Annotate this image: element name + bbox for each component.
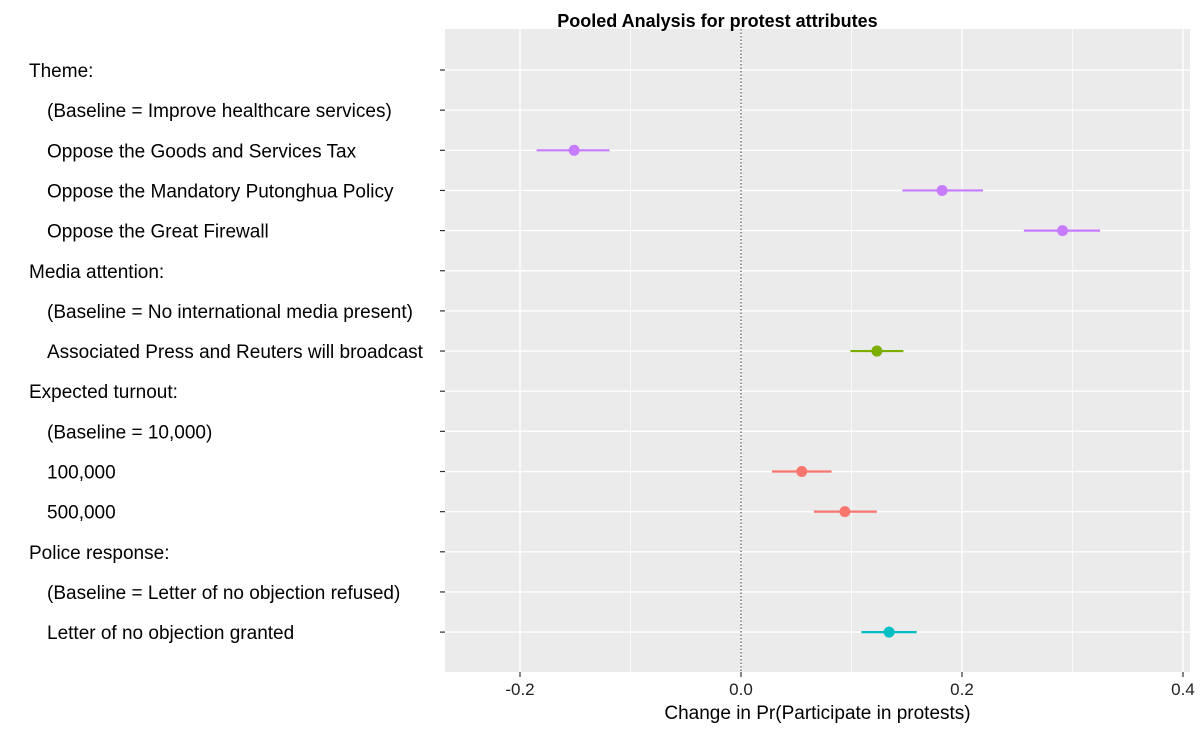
row-header-label: Theme: bbox=[29, 61, 93, 82]
row-label: Oppose the Goods and Services Tax bbox=[47, 141, 357, 162]
x-tick-label: 0.0 bbox=[729, 680, 753, 699]
x-tick-label: 0.2 bbox=[950, 680, 974, 699]
row-labels: Theme: (Baseline = Improve healthcare ser… bbox=[29, 61, 424, 644]
row-label: (Baseline = Improve healthcare services) bbox=[47, 101, 392, 122]
row-label: 500,000 bbox=[47, 503, 116, 524]
x-tick-label: -0.2 bbox=[505, 680, 534, 699]
chart-title: Pooled Analysis for protest attributes bbox=[557, 11, 877, 31]
data-marks bbox=[536, 144, 1101, 638]
point-estimate bbox=[1057, 225, 1069, 237]
point-estimate bbox=[871, 345, 883, 357]
x-tick-label: 0.4 bbox=[1171, 680, 1195, 699]
point-estimate bbox=[796, 466, 808, 477]
row-label: (Baseline = 10,000) bbox=[47, 422, 212, 443]
row-label: Letter of no objection granted bbox=[47, 623, 294, 644]
row-label: Oppose the Mandatory Putonghua Policy bbox=[47, 181, 394, 202]
row-label: Oppose the Great Firewall bbox=[47, 222, 269, 243]
row-header-label: Police response: bbox=[29, 543, 169, 564]
point-estimate bbox=[883, 626, 895, 638]
row-header-label: Expected turnout: bbox=[29, 382, 178, 403]
point-estimate bbox=[839, 506, 851, 518]
axes: -0.2 0.0 0.2 0.4 bbox=[440, 69, 1195, 699]
row-label: (Baseline = Letter of no objection refus… bbox=[47, 583, 400, 604]
row-label: Associated Press and Reuters will broadc… bbox=[47, 342, 424, 363]
row-label: (Baseline = No international media prese… bbox=[47, 302, 413, 323]
grid-lines bbox=[445, 29, 1190, 672]
row-label: 100,000 bbox=[47, 463, 116, 484]
x-axis-title: Change in Pr(Participate in protests) bbox=[664, 703, 970, 724]
point-estimate bbox=[936, 184, 948, 196]
row-header-label: Media attention: bbox=[29, 262, 164, 283]
point-estimate bbox=[568, 144, 580, 156]
